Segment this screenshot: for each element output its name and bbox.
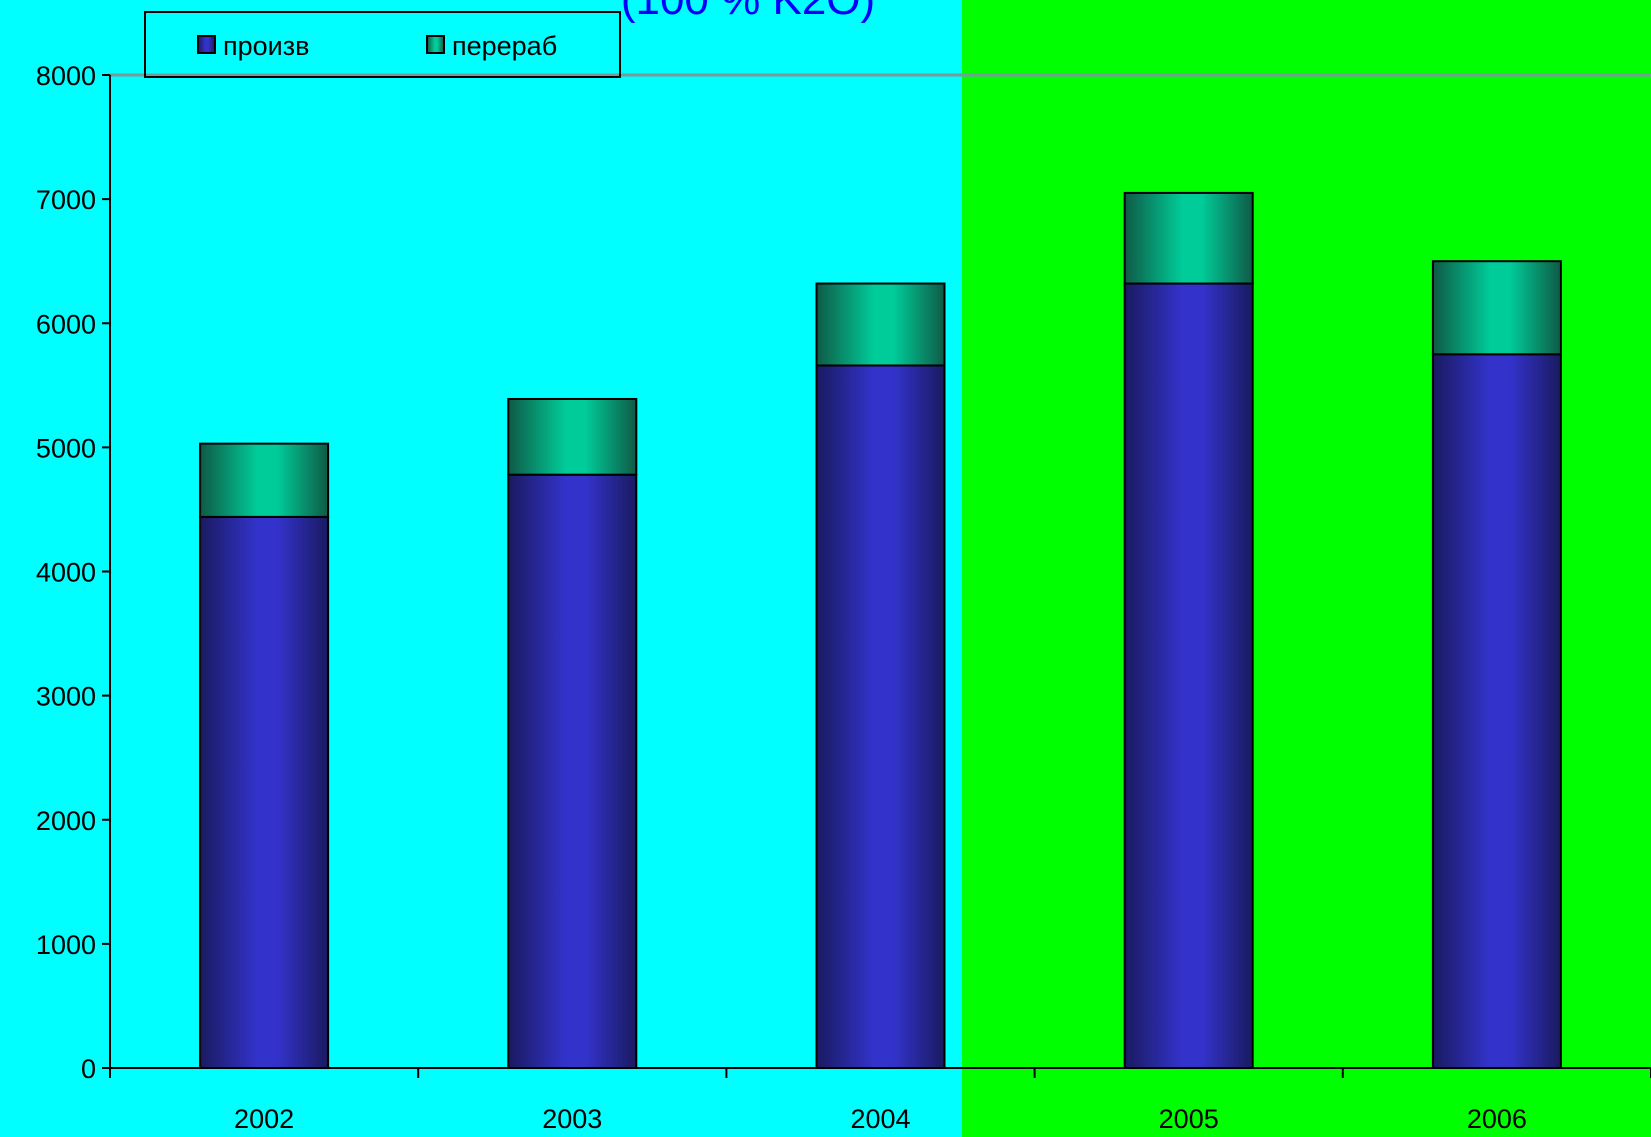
bar-pererab: [199, 442, 330, 518]
y-tick-label: 5000: [36, 433, 96, 463]
y-axis: 0 1000 2000 3000 4000 5000 6000 7000 8000: [36, 61, 111, 1084]
x-tick-label: 2002: [234, 1104, 294, 1134]
legend-swatch-pererab: [426, 35, 445, 54]
legend-box: [144, 11, 621, 78]
bar-proizv: [199, 515, 330, 1069]
x-tick-label: 2003: [542, 1104, 602, 1134]
y-tick-label: 7000: [36, 185, 96, 215]
x-axis: 2002 2003 2004 2005 2006: [109, 1067, 1651, 1134]
x-tick-label: 2004: [850, 1104, 910, 1134]
x-tick-label: 2005: [1159, 1104, 1219, 1134]
bar-proizv: [1123, 282, 1254, 1069]
y-tick-label: 3000: [36, 682, 96, 712]
bars-group: [199, 191, 1562, 1069]
bar-pererab: [1431, 260, 1562, 356]
bar-proizv: [815, 364, 946, 1069]
bar-pererab: [507, 397, 638, 476]
chart-title: (100 % K2O): [621, 0, 875, 24]
y-tick-label: 0: [81, 1054, 96, 1084]
legend: произв перераб: [144, 11, 621, 78]
background-left: [0, 0, 962, 1137]
legend-swatch-proizv: [197, 35, 216, 54]
y-tick-label: 6000: [36, 309, 96, 339]
bar-pererab: [1123, 191, 1254, 285]
x-tick-label: 2006: [1467, 1104, 1527, 1134]
y-tick-label: 4000: [36, 558, 96, 588]
y-tick-label: 1000: [36, 930, 96, 960]
y-tick-label: 2000: [36, 806, 96, 836]
bar-pererab: [815, 282, 946, 367]
legend-label-pererab: перераб: [452, 31, 557, 61]
legend-label-proizv: произв: [223, 31, 309, 61]
bar-proizv: [507, 473, 638, 1069]
y-tick-label: 8000: [36, 61, 96, 91]
bar-proizv: [1431, 353, 1562, 1069]
